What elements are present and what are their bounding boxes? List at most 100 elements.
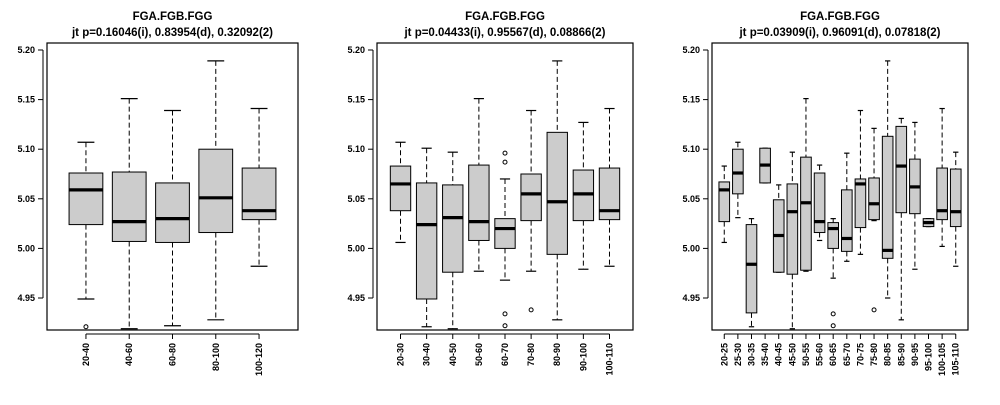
y-tick-label: 5.00 <box>682 243 700 253</box>
outlier-point <box>871 307 877 313</box>
plot-frame <box>46 42 299 331</box>
y-tick-label: 5.05 <box>17 194 35 204</box>
box-30-35 <box>745 218 758 328</box>
x-tick-label: 70-80 <box>526 343 536 366</box>
box-95-100 <box>922 218 935 228</box>
box-iqr <box>68 172 104 226</box>
panel-2: FGA.FGB.FGG jt p=0.04433(i), 0.95567(d), … <box>347 11 634 376</box>
y-tick-label: 5.15 <box>682 95 700 105</box>
plot-frame <box>376 42 634 331</box>
chart-subtitle: jt p=0.03909(i), 0.96091(d), 0.07818(2) <box>738 27 940 39</box>
box-iqr <box>198 148 234 234</box>
box-105-110 <box>949 151 962 267</box>
box-50-55 <box>800 98 812 272</box>
box-iqr <box>854 178 867 229</box>
box-100-120 <box>241 107 277 267</box>
box-iqr <box>494 218 516 249</box>
box-70-75 <box>854 109 867 255</box>
box-80-85 <box>881 60 894 299</box>
x-tick-label: 75-80 <box>869 343 879 366</box>
box-60-70 <box>494 150 516 329</box>
x-tick-label: 100-120 <box>254 343 264 376</box>
box-90-100 <box>572 121 595 270</box>
box-40-60 <box>111 98 147 330</box>
box-100-105 <box>936 107 948 248</box>
box-40-50 <box>442 151 464 330</box>
plot-frame <box>711 42 969 331</box>
outlier-point <box>830 323 836 329</box>
box-iqr <box>718 181 731 223</box>
box-45-50 <box>786 151 799 330</box>
box-iqr <box>868 177 880 221</box>
y-tick-label: 5.20 <box>682 45 700 55</box>
outlier-point <box>83 324 89 330</box>
box-85-90 <box>895 117 908 321</box>
box-90-95 <box>909 121 921 270</box>
y-tick-label: 5.15 <box>347 95 365 105</box>
box-20-40 <box>68 141 104 330</box>
outlier-point <box>502 159 508 165</box>
box-iqr <box>389 165 412 212</box>
box-40-45 <box>772 184 785 273</box>
box-iqr <box>155 182 190 243</box>
y-tick-label: 4.95 <box>682 293 700 303</box>
x-tick-label: 40-50 <box>448 343 458 366</box>
chart-title: FGA.FGB.FGG <box>133 11 213 23</box>
y-tick-label: 5.00 <box>17 243 35 253</box>
chart-subtitle: jt p=0.04433(i), 0.95567(d), 0.08866(2) <box>403 27 605 39</box>
box-60-80 <box>155 109 190 327</box>
box-20-30 <box>389 141 412 244</box>
box-75-80 <box>868 127 880 313</box>
box-iqr <box>111 171 147 242</box>
x-tick-label: 35-40 <box>760 343 770 366</box>
box-30-40 <box>415 147 438 328</box>
box-70-80 <box>520 109 542 313</box>
x-tick-label: 50-55 <box>801 343 811 366</box>
x-tick-label: 50-60 <box>474 343 484 366</box>
box-20-25 <box>718 165 731 244</box>
box-iqr <box>598 167 621 221</box>
x-tick-label: 30-35 <box>746 343 756 366</box>
box-iqr <box>895 125 908 214</box>
x-tick-label: 45-50 <box>787 343 797 366</box>
panel-1: FGA.FGB.FGG jt p=0.16046(i), 0.83954(d), … <box>17 11 299 376</box>
box-iqr <box>813 172 826 234</box>
box-65-70 <box>840 152 853 262</box>
x-tick-label: 40-60 <box>124 343 134 366</box>
box-iqr <box>468 164 490 241</box>
y-tick-label: 5.10 <box>347 144 365 154</box>
box-100-110 <box>598 107 621 267</box>
box-35-40 <box>759 147 771 184</box>
y-tick-label: 5.15 <box>17 95 35 105</box>
box-iqr <box>800 156 812 271</box>
box-55-60 <box>813 164 826 242</box>
box-iqr <box>546 131 568 255</box>
x-tick-label: 85-90 <box>896 343 906 366</box>
chart-title: FGA.FGB.FGG <box>465 11 545 23</box>
chart-title: FGA.FGB.FGG <box>800 11 880 23</box>
x-tick-label: 70-75 <box>855 343 865 366</box>
panel-3: FGA.FGB.FGG jt p=0.03909(i), 0.96091(d), … <box>682 11 969 376</box>
box-80-100 <box>198 60 234 321</box>
y-tick-label: 4.95 <box>347 293 365 303</box>
box-60-65 <box>827 218 840 329</box>
y-tick-label: 5.10 <box>682 144 700 154</box>
box-iqr <box>520 173 542 222</box>
x-tick-label: 25-30 <box>733 343 743 366</box>
y-tick-label: 5.05 <box>347 194 365 204</box>
box-iqr <box>415 182 438 300</box>
chart-subtitle: jt p=0.16046(i), 0.83954(d), 0.32092(2) <box>71 27 273 39</box>
box-iqr <box>745 224 758 314</box>
x-tick-label: 60-80 <box>168 343 178 366</box>
box-iqr <box>840 189 853 252</box>
y-tick-label: 5.20 <box>17 45 35 55</box>
box-50-60 <box>468 98 490 272</box>
box-iqr <box>936 167 948 221</box>
outlier-point <box>502 311 508 317</box>
y-tick-label: 5.10 <box>17 144 35 154</box>
box-iqr <box>827 222 840 249</box>
x-tick-label: 80-100 <box>211 343 221 371</box>
box-iqr <box>442 184 464 273</box>
x-tick-label: 40-45 <box>774 343 784 366</box>
